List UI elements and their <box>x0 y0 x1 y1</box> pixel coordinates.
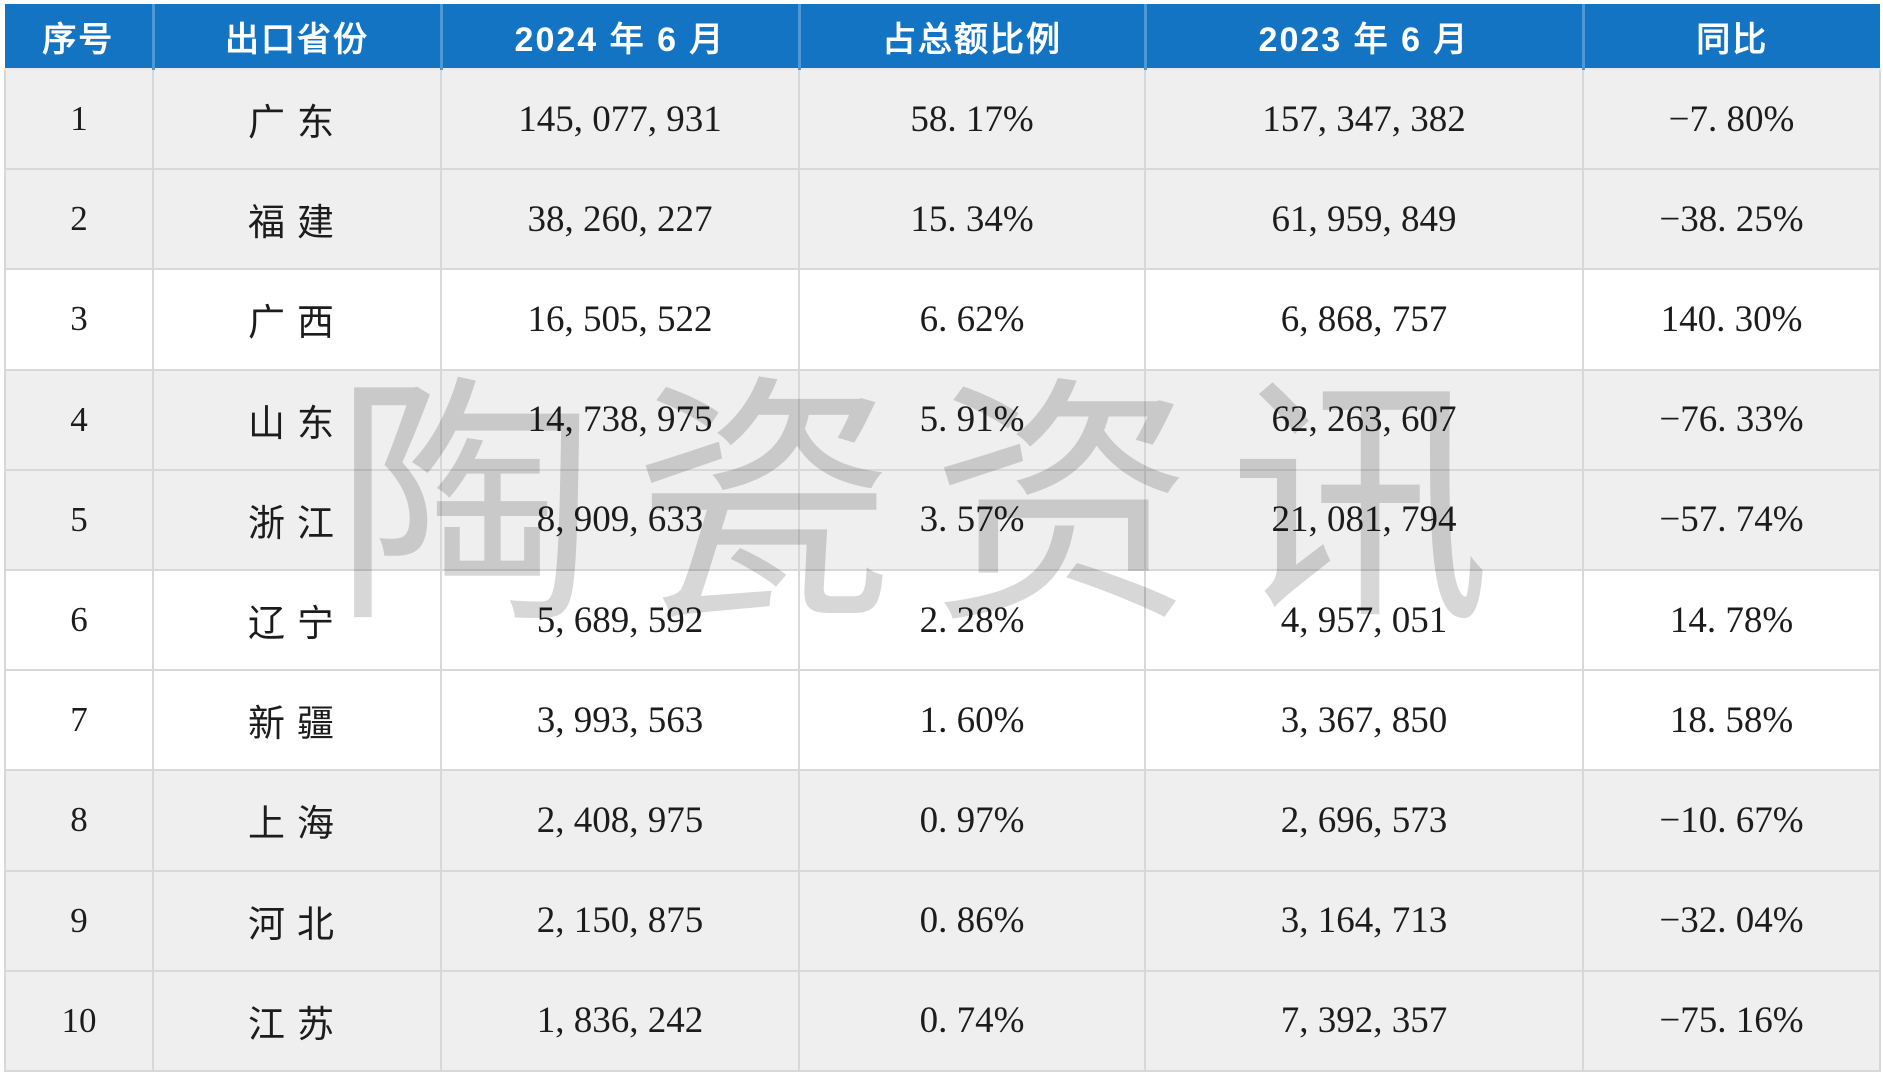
table-row: 4 山东 14, 738, 975 5. 91% 62, 263, 607 −7… <box>4 368 1881 471</box>
cell-2023: 157, 347, 382 <box>1144 67 1584 171</box>
cell-2023: 21, 081, 794 <box>1144 468 1584 571</box>
column-header-yoy: 同比 <box>1581 4 1880 70</box>
cell-2023: 3, 164, 713 <box>1144 869 1584 972</box>
cell-yoy: −57. 74% <box>1582 468 1881 571</box>
cell-share: 2. 28% <box>798 568 1146 672</box>
cell-2024: 2, 408, 975 <box>440 769 800 872</box>
cell-yoy: −7. 80% <box>1582 67 1881 171</box>
cell-rank: 4 <box>4 368 154 471</box>
column-header-province: 出口省份 <box>151 4 441 70</box>
cell-province: 山东 <box>152 368 442 471</box>
cell-province: 浙江 <box>152 468 442 571</box>
cell-yoy: −10. 67% <box>1582 769 1881 872</box>
table-row: 6 辽宁 5, 689, 592 2. 28% 4, 957, 051 14. … <box>4 568 1881 672</box>
cell-share: 58. 17% <box>798 67 1146 171</box>
cell-yoy: −75. 16% <box>1582 969 1881 1073</box>
column-header-rank: 序号 <box>5 4 153 70</box>
table-row: 1 广东 145, 077, 931 58. 17% 157, 347, 382… <box>4 67 1881 171</box>
cell-2023: 6, 868, 757 <box>1144 268 1584 371</box>
cell-2023: 3, 367, 850 <box>1144 669 1584 772</box>
table-row: 9 河北 2, 150, 875 0. 86% 3, 164, 713 −32.… <box>4 869 1881 972</box>
cell-yoy: 18. 58% <box>1582 669 1881 772</box>
cell-2024: 14, 738, 975 <box>440 368 800 471</box>
cell-2024: 1, 836, 242 <box>440 969 800 1073</box>
cell-2024: 145, 077, 931 <box>440 67 800 171</box>
cell-province: 江苏 <box>152 969 442 1073</box>
cell-yoy: 140. 30% <box>1582 268 1881 371</box>
cell-2023: 61, 959, 849 <box>1144 168 1584 271</box>
cell-share: 15. 34% <box>798 168 1146 271</box>
table-row: 5 浙江 8, 909, 633 3. 57% 21, 081, 794 −57… <box>4 468 1881 571</box>
column-header-2024: 2024 年 6 月 <box>439 4 799 70</box>
cell-yoy: −38. 25% <box>1582 168 1881 271</box>
cell-share: 0. 97% <box>798 769 1146 872</box>
cell-rank: 7 <box>4 669 154 772</box>
cell-rank: 9 <box>4 869 154 972</box>
column-header-2023: 2023 年 6 月 <box>1143 4 1583 70</box>
cell-2023: 62, 263, 607 <box>1144 368 1584 471</box>
province-export-table: 序号 出口省份 2024 年 6 月 占总额比例 2023 年 6 月 同比 1… <box>4 4 1881 1073</box>
cell-2024: 3, 993, 563 <box>440 669 800 772</box>
cell-yoy: 14. 78% <box>1582 568 1881 672</box>
table-row: 8 上海 2, 408, 975 0. 97% 2, 696, 573 −10.… <box>4 769 1881 872</box>
header-row: 序号 出口省份 2024 年 6 月 占总额比例 2023 年 6 月 同比 <box>5 4 1880 70</box>
cell-province: 辽宁 <box>152 568 442 672</box>
cell-rank: 2 <box>4 168 154 271</box>
cell-2023: 2, 696, 573 <box>1144 769 1584 872</box>
cell-rank: 5 <box>4 468 154 571</box>
cell-province: 福建 <box>152 168 442 271</box>
cell-province: 河北 <box>152 869 442 972</box>
table-row: 2 福建 38, 260, 227 15. 34% 61, 959, 849 −… <box>4 168 1881 271</box>
cell-2024: 38, 260, 227 <box>440 168 800 271</box>
cell-province: 上海 <box>152 769 442 872</box>
cell-province: 广西 <box>152 268 442 371</box>
cell-2024: 5, 689, 592 <box>440 568 800 672</box>
cell-province: 广东 <box>152 67 442 171</box>
table-row: 3 广西 16, 505, 522 6. 62% 6, 868, 757 140… <box>4 268 1881 371</box>
table-row: 10 江苏 1, 836, 242 0. 74% 7, 392, 357 −75… <box>4 969 1881 1073</box>
cell-share: 6. 62% <box>798 268 1146 371</box>
cell-share: 1. 60% <box>798 669 1146 772</box>
cell-rank: 10 <box>4 969 154 1073</box>
table-row: 7 新疆 3, 993, 563 1. 60% 3, 367, 850 18. … <box>4 669 1881 772</box>
cell-2024: 16, 505, 522 <box>440 268 800 371</box>
cell-province: 新疆 <box>152 669 442 772</box>
cell-share: 5. 91% <box>798 368 1146 471</box>
cell-share: 3. 57% <box>798 468 1146 571</box>
cell-rank: 1 <box>4 67 154 171</box>
cell-yoy: −76. 33% <box>1582 368 1881 471</box>
cell-2024: 8, 909, 633 <box>440 468 800 571</box>
cell-rank: 3 <box>4 268 154 371</box>
cell-2024: 2, 150, 875 <box>440 869 800 972</box>
cell-rank: 8 <box>4 769 154 872</box>
cell-2023: 7, 392, 357 <box>1144 969 1584 1073</box>
cell-2023: 4, 957, 051 <box>1144 568 1584 672</box>
cell-yoy: −32. 04% <box>1582 869 1881 972</box>
cell-rank: 6 <box>4 568 154 672</box>
column-header-share: 占总额比例 <box>797 4 1145 70</box>
cell-share: 0. 86% <box>798 869 1146 972</box>
cell-share: 0. 74% <box>798 969 1146 1073</box>
